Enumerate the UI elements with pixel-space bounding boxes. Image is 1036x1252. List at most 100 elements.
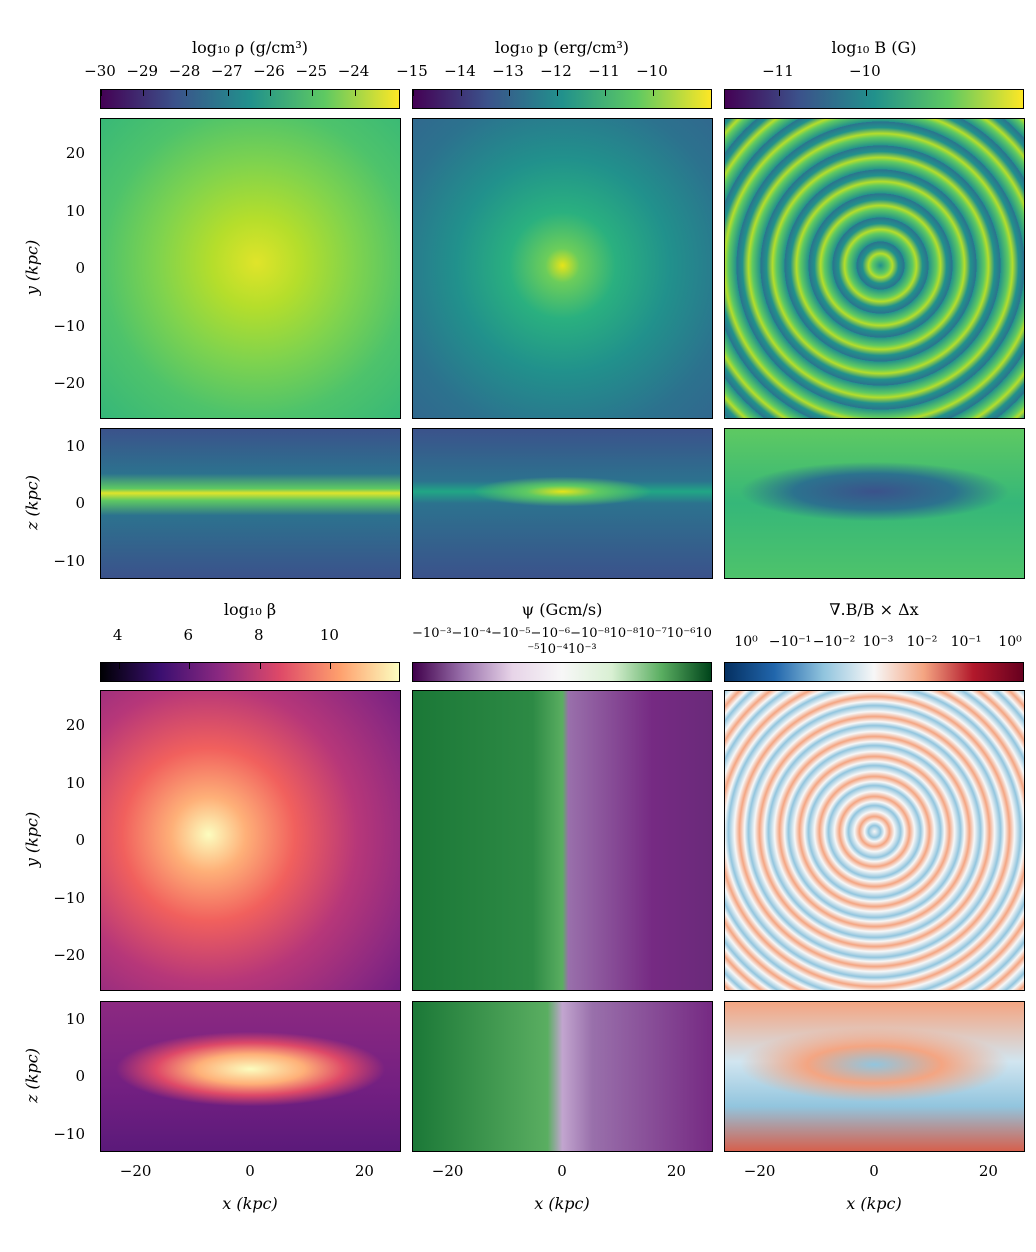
density-face-on-map bbox=[100, 118, 401, 419]
y-tick-label: −10 bbox=[53, 316, 85, 335]
y-tick-label: 0 bbox=[75, 831, 85, 849]
plasma-beta-colorbar bbox=[100, 662, 400, 682]
y-tick-label: 10 bbox=[65, 773, 85, 792]
divergence-error-face-on-map bbox=[724, 690, 1025, 991]
psi-edge-on-map bbox=[412, 1001, 713, 1152]
colorbar-tick-mark bbox=[778, 90, 780, 96]
colorbar-tick-mark bbox=[865, 90, 867, 96]
density-colorbar-label: log₁₀ ρ (g/cm³) bbox=[191, 38, 309, 57]
x-axis-label: x (kpc) bbox=[534, 1194, 590, 1213]
colorbar-tick-mark bbox=[189, 663, 191, 669]
colorbar-tick-mark bbox=[605, 90, 606, 96]
density-edge-on-map bbox=[100, 428, 401, 579]
plasma-beta-colorbar-tick-label: 4 bbox=[112, 626, 123, 644]
colorbar-tick-mark bbox=[509, 90, 510, 96]
z-tick-label: 0 bbox=[75, 1067, 85, 1085]
colorbar-tick-mark bbox=[270, 90, 271, 96]
plasma-beta-colorbar-label: log₁₀ β bbox=[223, 600, 277, 619]
magnetic-field-colorbar bbox=[724, 89, 1024, 109]
colorbar-tick-mark bbox=[413, 90, 414, 96]
y-tick-label: −10 bbox=[53, 888, 85, 907]
colorbar-tick-mark bbox=[227, 90, 229, 96]
density-colorbar-tick-label: −28 bbox=[168, 62, 201, 80]
pressure-colorbar-tick-label: −14 bbox=[444, 62, 476, 80]
psi-colorbar-tick-labels: −10⁻³−10⁻⁴−10⁻⁵−10⁻⁶−10⁻⁸10⁻⁸10⁻⁷10⁻⁶10⁻… bbox=[412, 626, 712, 657]
divergence-error-colorbar-tick-label: −10⁻² bbox=[812, 634, 856, 650]
x-tick-label: 0 bbox=[869, 1162, 879, 1180]
magnetic-field-edge-on-map bbox=[724, 428, 1025, 579]
y-axis-label: y (kpc) bbox=[22, 811, 42, 868]
psi-colorbar-label: ψ (Gcm/s) bbox=[521, 600, 603, 619]
x-tick-label: 0 bbox=[557, 1162, 567, 1180]
colorbar-tick-mark bbox=[653, 90, 654, 96]
pressure-colorbar-tick-label: −15 bbox=[396, 62, 428, 80]
colorbar-tick-mark bbox=[557, 90, 558, 96]
density-colorbar bbox=[100, 89, 400, 109]
colorbar-tick-mark bbox=[461, 90, 462, 96]
plasma-beta-colorbar-tick-label: 8 bbox=[254, 626, 264, 644]
divergence-error-colorbar-tick-label: 10⁻³ bbox=[862, 634, 894, 650]
x-axis-label: x (kpc) bbox=[222, 1194, 278, 1213]
colorbar-tick-mark bbox=[354, 90, 356, 96]
psi-colorbar bbox=[412, 662, 712, 682]
plasma-beta-colorbar-tick-label: 10 bbox=[319, 626, 339, 644]
pressure-colorbar-label: log₁₀ p (erg/cm³) bbox=[494, 38, 629, 57]
magnetic-field-face-on-map bbox=[724, 118, 1025, 419]
divergence-error-colorbar-tick-label: 10⁰ bbox=[998, 634, 1022, 650]
density-colorbar-tick-label: −30 bbox=[84, 62, 116, 80]
colorbar-tick-mark bbox=[118, 663, 120, 669]
divergence-error-colorbar-tick-label: 10⁻² bbox=[906, 634, 938, 650]
y-tick-label: −20 bbox=[53, 946, 85, 964]
x-tick-label: −20 bbox=[431, 1162, 464, 1180]
divergence-error-colorbar-tick-label: −10⁻¹ bbox=[768, 634, 812, 650]
x-tick-label: 20 bbox=[978, 1162, 998, 1180]
x-tick-label: 20 bbox=[354, 1162, 374, 1180]
pressure-edge-on-map bbox=[412, 428, 713, 579]
divergence-error-colorbar-tick-label: 10⁰ bbox=[734, 634, 758, 650]
colorbar-tick-mark bbox=[143, 90, 145, 96]
density-colorbar-tick-label: −29 bbox=[126, 62, 159, 80]
y-tick-label: 10 bbox=[65, 201, 85, 220]
z-tick-label: −10 bbox=[53, 1124, 85, 1143]
pressure-face-on-map bbox=[412, 118, 713, 419]
divergence-error-edge-on-map bbox=[724, 1001, 1025, 1152]
x-tick-label: 20 bbox=[666, 1162, 686, 1180]
z-tick-label: 10 bbox=[65, 1009, 85, 1028]
z-tick-label: −10 bbox=[53, 551, 85, 570]
divergence-error-colorbar bbox=[724, 662, 1024, 682]
colorbar-tick-mark bbox=[330, 663, 332, 669]
plasma-beta-colorbar-tick-label: 6 bbox=[183, 626, 194, 644]
x-axis-label: x (kpc) bbox=[846, 1194, 902, 1213]
y-tick-label: 20 bbox=[65, 716, 85, 734]
z-axis-label: z (kpc) bbox=[22, 475, 42, 530]
y-tick-label: 20 bbox=[65, 144, 85, 162]
divergence-error-colorbar-label: ∇.B/B × Δx bbox=[829, 600, 919, 619]
magnetic-field-colorbar-tick-label: −11 bbox=[762, 62, 794, 80]
divergence-error-colorbar-tick-label: 10⁻¹ bbox=[950, 634, 982, 650]
colorbar-tick-mark bbox=[312, 90, 314, 96]
pressure-colorbar bbox=[412, 89, 712, 109]
x-tick-label: 0 bbox=[245, 1162, 255, 1180]
density-colorbar-tick-label: −27 bbox=[210, 62, 243, 80]
magnetic-field-colorbar-tick-label: −10 bbox=[849, 62, 881, 80]
pressure-colorbar-tick-label: −11 bbox=[588, 62, 620, 80]
plasma-beta-edge-on-map bbox=[100, 1001, 401, 1152]
density-colorbar-tick-label: −25 bbox=[295, 62, 328, 80]
z-tick-label: 0 bbox=[75, 494, 85, 512]
plasma-beta-face-on-map bbox=[100, 690, 401, 991]
colorbar-tick-mark bbox=[259, 663, 261, 669]
z-tick-label: 10 bbox=[65, 436, 85, 455]
psi-face-on-map bbox=[412, 690, 713, 991]
density-colorbar-tick-label: −24 bbox=[337, 62, 370, 80]
y-tick-label: −20 bbox=[53, 374, 85, 392]
x-tick-label: −20 bbox=[119, 1162, 152, 1180]
density-colorbar-tick-label: −26 bbox=[253, 62, 285, 80]
colorbar-tick-mark bbox=[101, 90, 102, 96]
magnetic-field-colorbar-label: log₁₀ B (G) bbox=[831, 38, 917, 57]
pressure-colorbar-tick-label: −12 bbox=[540, 62, 572, 80]
z-axis-label: z (kpc) bbox=[22, 1048, 42, 1103]
colorbar-tick-mark bbox=[185, 90, 187, 96]
y-axis-label: y (kpc) bbox=[22, 239, 42, 296]
y-tick-label: 0 bbox=[75, 259, 85, 277]
